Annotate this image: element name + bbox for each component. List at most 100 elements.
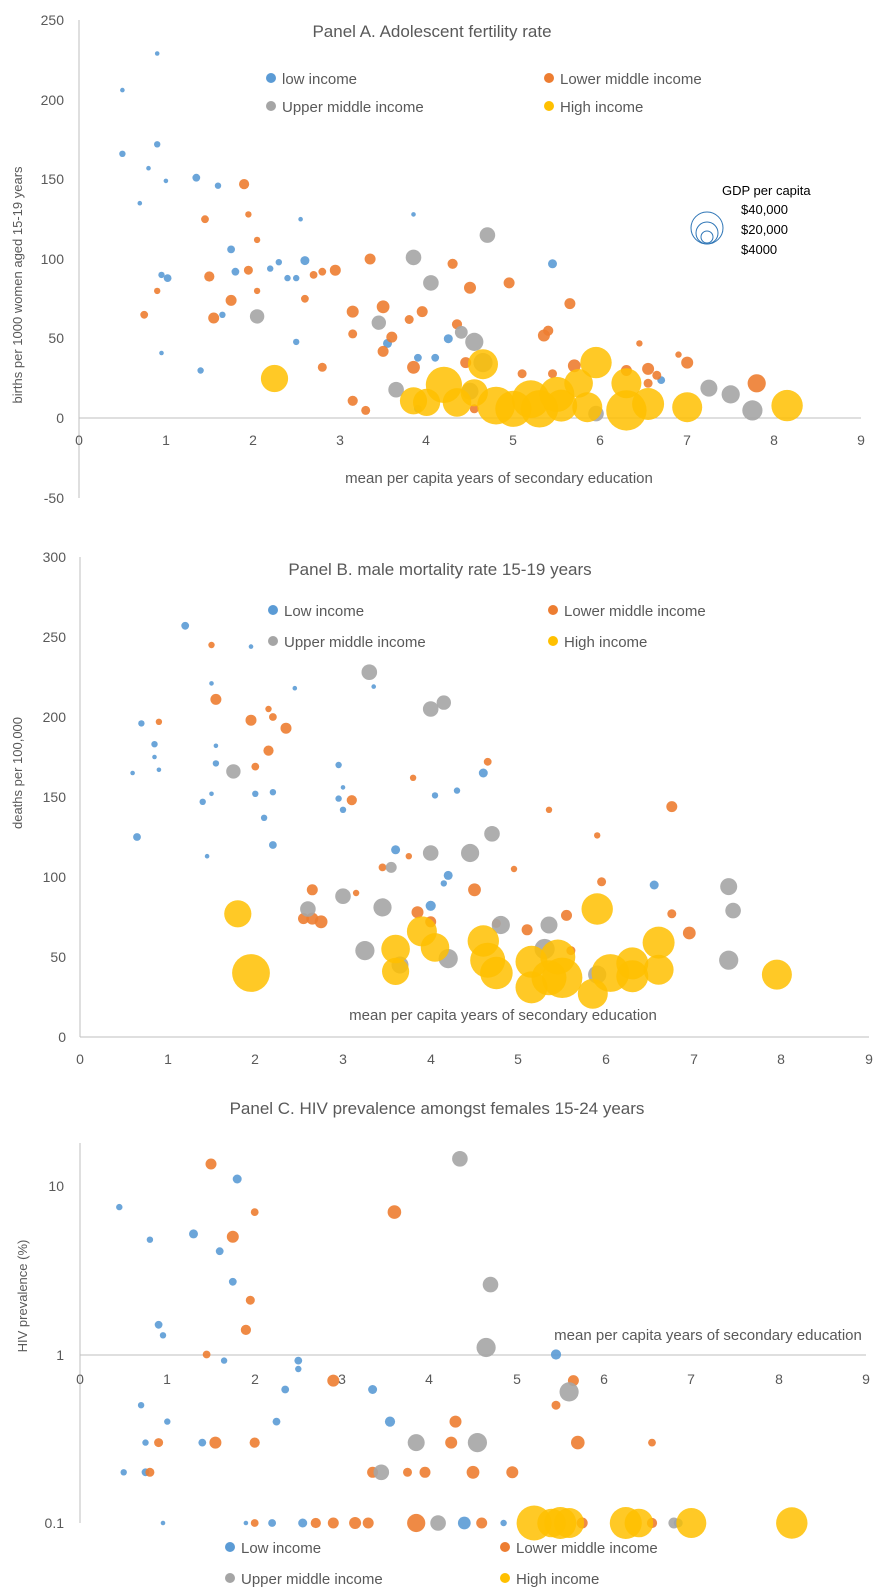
data-point-lower-middle-income [280,722,292,734]
data-point-low-income [550,1349,562,1360]
data-point-lower-middle-income [503,277,515,289]
data-point-low-income [267,265,274,272]
data-point-upper-middle-income [461,843,480,863]
x-tick-label: 2 [251,1371,259,1387]
data-point-low-income [204,853,210,859]
legend-label-lower-middle-income: Lower middle income [564,603,706,620]
data-point-lower-middle-income [403,1467,412,1477]
data-point-upper-middle-income [725,902,741,919]
data-point-low-income [649,880,659,890]
data-point-upper-middle-income [249,309,265,324]
panel-c-x-axis-title: mean per capita years of secondary educa… [554,1327,862,1344]
data-point-high-income [624,1508,654,1538]
data-point-lower-middle-income [245,714,257,726]
data-point-lower-middle-income [249,1437,260,1448]
data-point-lower-middle-income [551,1400,561,1410]
data-point-lower-middle-income [327,1374,340,1387]
data-point-low-income [293,338,300,346]
data-point-low-income [425,900,436,911]
data-point-upper-middle-income [479,227,496,243]
gdp-legend-label-4000: $4000 [741,242,777,257]
data-point-lower-middle-income [240,1324,251,1335]
data-point-upper-middle-income [476,1337,496,1358]
data-point-lower-middle-income [154,1438,164,1448]
x-tick-label: 7 [683,432,691,448]
data-point-upper-middle-income [226,764,241,779]
data-point-upper-middle-income [721,385,740,404]
data-point-lower-middle-income [652,370,662,380]
data-point-low-income [384,1416,396,1427]
panel-c-points [116,1151,808,1541]
x-tick-label: 3 [338,1371,346,1387]
data-point-lower-middle-income [348,329,358,339]
data-point-low-income [284,274,291,282]
data-point-lower-middle-income [643,378,653,388]
x-tick-label: 6 [600,1371,608,1387]
data-point-lower-middle-income [564,298,576,310]
data-point-low-income [133,833,141,841]
data-point-lower-middle-income [449,1415,462,1428]
x-tick-label: 4 [427,1051,435,1067]
data-point-lower-middle-income [210,693,222,705]
panel-c-x-ticks: 0 1 2 3 4 5 6 7 8 9 [76,1371,870,1387]
legend-marker-low-income [268,605,278,615]
x-tick-label: 8 [777,1051,785,1067]
data-point-lower-middle-income [346,795,357,806]
panel-c: Panel C. HIV prevalence amongst females … [15,1099,870,1588]
data-point-low-income [154,1320,163,1329]
data-point-lower-middle-income [543,325,554,336]
panel-b-x-ticks: 0 1 2 3 4 5 6 7 8 9 [76,1051,873,1067]
data-point-low-income [213,743,219,749]
data-point-lower-middle-income [329,264,341,276]
y-tick-label: 100 [43,869,67,885]
data-point-upper-middle-income [423,275,439,291]
data-point-lower-middle-income [447,258,458,269]
data-point-lower-middle-income [445,1436,458,1449]
data-point-low-income [443,334,453,344]
data-point-lower-middle-income [666,801,678,813]
data-point-lower-middle-income [404,315,414,324]
panel-b-axes [79,557,869,1038]
y-tick-label: 250 [43,629,67,645]
data-point-lower-middle-income [571,1435,585,1450]
data-point-high-income [420,933,450,962]
data-point-lower-middle-income [347,395,358,406]
data-point-low-income [120,87,125,93]
panel-b: Panel B. male mortality rate 15-19 years… [10,549,873,1067]
data-point-low-income [154,141,161,148]
y-tick-label: 250 [41,12,65,28]
data-point-lower-middle-income [376,300,390,314]
data-point-low-income [209,791,214,797]
y-tick-label: 50 [48,330,64,346]
data-point-lower-middle-income [466,1465,480,1479]
data-point-lower-middle-income [352,889,360,897]
x-tick-label: 6 [602,1051,610,1067]
data-point-low-income [214,182,222,189]
data-point-lower-middle-income [648,1438,656,1447]
data-point-lower-middle-income [209,1436,222,1449]
data-point-lower-middle-income [594,832,601,839]
data-point-low-income [368,1385,378,1394]
data-point-high-income [545,389,578,422]
x-tick-label: 0 [76,1371,84,1387]
data-point-lower-middle-income [561,909,572,921]
data-point-lower-middle-income [682,926,696,940]
data-point-low-income [243,1520,249,1526]
data-point-lower-middle-income [476,1517,488,1529]
data-point-upper-middle-income [407,1434,425,1452]
x-tick-label: 0 [76,1051,84,1067]
panel-a-legend: low income Lower middle income Upper mid… [266,71,702,116]
panel-b-title: Panel B. male mortality rate 15-19 years [288,560,591,579]
data-point-high-income [611,368,642,399]
data-point-low-income [411,212,416,217]
data-point-low-income [164,1418,171,1425]
data-point-upper-middle-income [482,1276,499,1293]
data-point-upper-middle-income [355,941,375,961]
data-point-high-income [572,392,603,423]
data-point-upper-middle-income [373,1464,390,1481]
data-point-low-income [197,367,204,374]
legend-label-high-income: High income [564,634,647,651]
data-point-low-income [339,806,347,813]
x-tick-label: 4 [422,432,430,448]
panel-c-legend: Low income Lower middle income Upper mid… [225,1540,658,1588]
